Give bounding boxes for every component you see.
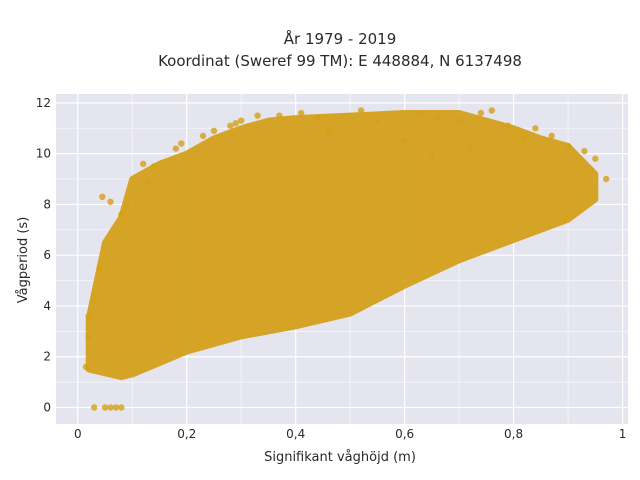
data-point bbox=[276, 112, 283, 119]
data-point bbox=[357, 107, 365, 114]
data-point bbox=[101, 404, 109, 411]
data-point bbox=[82, 363, 90, 371]
data-point bbox=[488, 107, 496, 114]
x-tick-label: 0,6 bbox=[395, 427, 414, 441]
data-point bbox=[477, 109, 485, 117]
data-point bbox=[172, 145, 180, 152]
data-point bbox=[99, 193, 106, 201]
data-point bbox=[374, 117, 381, 124]
data-point bbox=[227, 122, 234, 129]
data-point bbox=[112, 404, 120, 411]
data-point bbox=[314, 114, 321, 122]
data-point bbox=[254, 112, 261, 119]
data-point bbox=[564, 142, 572, 150]
data-point bbox=[150, 163, 158, 170]
x-axis-title: Signifikant våghöjd (m) bbox=[264, 450, 416, 465]
data-point bbox=[238, 117, 245, 124]
data-point bbox=[90, 297, 98, 305]
data-point bbox=[401, 137, 408, 145]
data-point bbox=[96, 264, 103, 272]
y-tick-label: 0 bbox=[43, 401, 51, 415]
y-tick-label: 8 bbox=[43, 197, 51, 211]
data-point bbox=[466, 145, 474, 152]
y-tick-label: 10 bbox=[36, 147, 51, 161]
data-point bbox=[210, 127, 218, 135]
data-point bbox=[85, 312, 92, 320]
data-point bbox=[603, 175, 610, 183]
data-point bbox=[139, 160, 147, 168]
data-point bbox=[107, 404, 114, 411]
data-point bbox=[145, 178, 152, 185]
data-point bbox=[118, 211, 125, 218]
data-point bbox=[85, 333, 92, 340]
data-point bbox=[118, 404, 125, 411]
data-point bbox=[548, 132, 555, 140]
data-point bbox=[428, 152, 436, 160]
data-point bbox=[504, 122, 512, 129]
y-tick-label: 6 bbox=[43, 248, 51, 262]
x-tick-label: 1 bbox=[619, 427, 627, 441]
x-tick-label: 0,2 bbox=[177, 427, 196, 441]
x-tick-label: 0,4 bbox=[286, 427, 305, 441]
data-point bbox=[199, 132, 207, 140]
y-tick-label: 12 bbox=[36, 96, 51, 110]
chart-title-line2: Koordinat (Sweref 99 TM): E 448884, N 61… bbox=[158, 52, 522, 70]
y-axis-title: Vågperiod (s) bbox=[16, 217, 31, 304]
data-point bbox=[581, 147, 588, 155]
data-point bbox=[417, 109, 425, 117]
data-point bbox=[107, 198, 114, 206]
y-tick-label: 4 bbox=[43, 299, 51, 313]
data-points bbox=[82, 107, 610, 411]
x-tick-label: 0,8 bbox=[504, 427, 523, 441]
data-point bbox=[123, 203, 131, 211]
data-point bbox=[90, 404, 98, 411]
data-point bbox=[325, 127, 332, 135]
data-point bbox=[532, 125, 539, 132]
data-point bbox=[521, 135, 528, 142]
y-tick-label: 2 bbox=[43, 350, 51, 364]
x-tick-label: 0 bbox=[74, 427, 82, 441]
data-point bbox=[232, 119, 239, 127]
dense-point-cloud bbox=[85, 110, 599, 381]
data-point bbox=[434, 114, 441, 122]
chart-title-line1: År 1979 - 2019 bbox=[284, 29, 397, 48]
data-point bbox=[297, 109, 305, 117]
data-point bbox=[455, 117, 463, 124]
data-point bbox=[592, 155, 599, 162]
data-point bbox=[178, 140, 185, 147]
